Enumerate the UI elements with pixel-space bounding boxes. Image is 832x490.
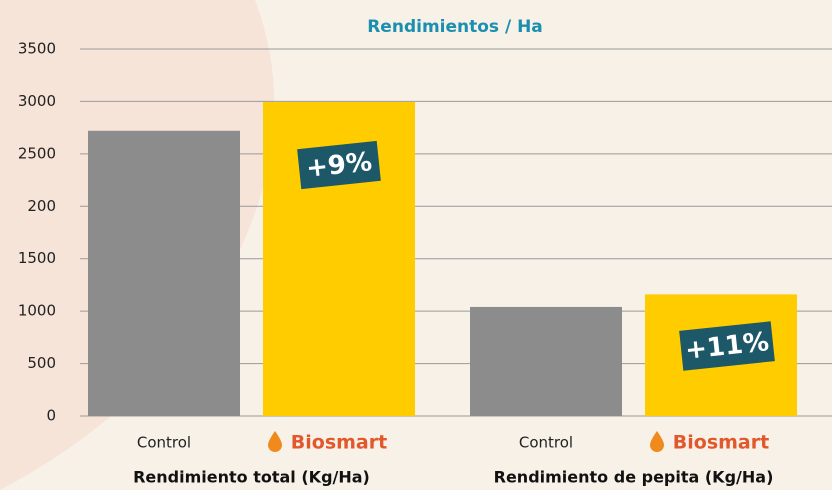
y-tick-label: 2500 xyxy=(18,144,56,162)
y-tick-label: 3000 xyxy=(18,92,56,110)
bar-label: Biosmart xyxy=(673,432,769,454)
bar xyxy=(470,306,622,416)
annotation-box xyxy=(679,321,775,371)
y-tick-label: 1500 xyxy=(18,249,56,267)
bar-label: Control xyxy=(519,434,573,452)
logo-drop xyxy=(650,431,664,452)
y-tick-label: 1000 xyxy=(18,302,56,320)
x-tick-label: Rendimiento total (Kg/Ha) xyxy=(133,468,370,487)
annotation: +9% xyxy=(297,140,381,190)
chart-title: Rendimientos / Ha xyxy=(367,17,543,37)
annotation-box xyxy=(297,140,381,190)
logo-drop xyxy=(268,431,282,452)
y-tick-label: 0 xyxy=(46,407,56,425)
bar xyxy=(88,130,240,416)
y-tick-label: 200 xyxy=(27,197,56,215)
annotation: +11% xyxy=(679,321,775,371)
bar-label: Control xyxy=(137,434,191,452)
y-tick-label: 500 xyxy=(27,354,56,372)
y-tick-label: 3500 xyxy=(18,40,56,58)
x-tick-label: Rendimiento de pepita (Kg/Ha) xyxy=(494,468,774,487)
bar-label: Biosmart xyxy=(291,432,387,454)
annotation-text: +9% xyxy=(305,147,374,184)
